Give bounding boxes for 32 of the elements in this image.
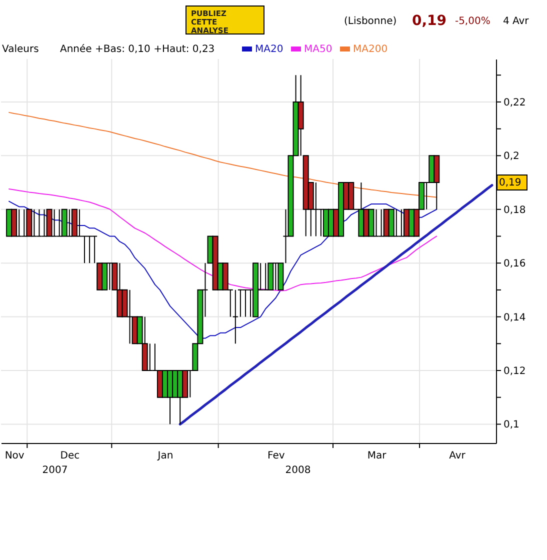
y-tick-label: 0,18 (504, 204, 526, 216)
candlestick (318, 208, 324, 237)
annotation: 0,19 (499, 178, 522, 189)
y-tick-label: 0,2 (504, 151, 520, 162)
y-tick-label: 0,1 (504, 420, 520, 431)
x-tick-label: Jan (156, 450, 174, 462)
candlestick (398, 208, 404, 237)
text: 0,19 (412, 13, 447, 29)
legend-label: MA200 (353, 44, 388, 55)
candlestick (378, 208, 384, 237)
text: 2008 (285, 465, 311, 476)
text: 4 Avr (502, 16, 530, 27)
text: -5,00% (454, 16, 490, 27)
x-tick-label: Dec (60, 450, 80, 462)
candlestick (242, 289, 248, 318)
chart-title: (Lisbonne) (344, 16, 397, 27)
y-tick-label: 0,22 (504, 97, 526, 108)
y-tick-label: 0,12 (504, 366, 526, 377)
legend-label: MA20 (255, 44, 284, 55)
y-tick-label: 0,14 (504, 312, 526, 324)
line-series (178, 184, 494, 426)
line-series (8, 188, 438, 292)
chart-subtitle: Année +Bas: 0,10 +Haut: 0,23 (60, 44, 215, 55)
candlestick (232, 289, 238, 344)
x-tick-label: Fev (268, 450, 285, 462)
legend-title: Valeurs (2, 44, 39, 55)
y-tick-label: 0,16 (504, 258, 526, 270)
x-tick-label: Nov (4, 450, 24, 462)
text: 2007 (42, 465, 68, 476)
x-tick-label: Mar (367, 450, 388, 462)
legend-label: MA50 (304, 44, 332, 55)
x-tick-label: Avr (449, 450, 466, 462)
